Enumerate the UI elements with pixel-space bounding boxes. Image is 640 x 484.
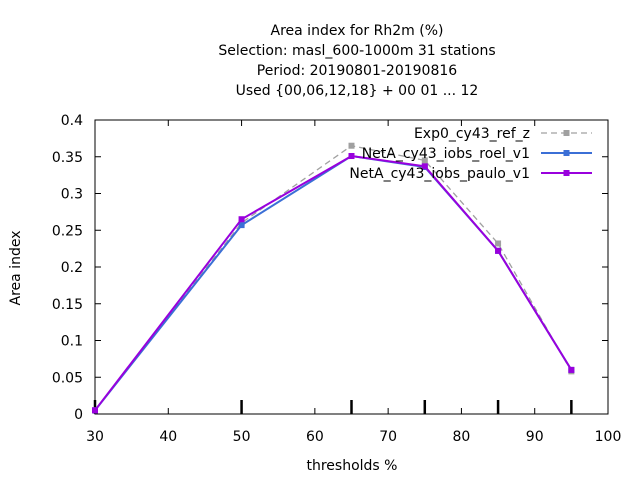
x-axis-label: thresholds % (307, 458, 398, 474)
x-tick-label: 30 (86, 429, 104, 445)
x-tick-label: 80 (453, 429, 471, 445)
series-line (94, 154, 573, 411)
y-tick-label: 0.2 (61, 260, 83, 276)
y-tick-label: 0.35 (52, 150, 83, 166)
series-1 (92, 153, 575, 414)
legend: Exp0_cy43_ref_z NetA_cy43_iobs_roel_v1 Net… (349, 126, 592, 182)
legend-marker-1 (563, 150, 570, 156)
legend-marker-0 (563, 130, 570, 136)
x-tick-label: 100 (595, 429, 622, 445)
data-point (348, 142, 355, 149)
axis-ticks: 0 0.05 0.1 0.15 0.2 0.25 0.3 0.35 0.4 30 40 50 60 70 8… (52, 113, 622, 445)
data-point (495, 240, 502, 247)
plot-frame (94, 119, 609, 415)
y-tick-label: 0 (74, 407, 83, 423)
y-tick-label: 0.25 (52, 223, 83, 239)
threshold-marks (93, 400, 573, 414)
title-line-0: Area index for Rh2m (%) (271, 23, 444, 39)
title-line-3: Used {00,06,12,18} + 00 01 ... 12 (236, 83, 479, 99)
series-2 (92, 153, 575, 414)
data-point (421, 163, 428, 170)
y-tick-label: 0.15 (52, 297, 83, 313)
legend-marker-2 (563, 170, 570, 176)
data-point (238, 216, 245, 223)
y-tick-label: 0.1 (61, 334, 83, 350)
legend-label-0: Exp0_cy43_ref_z (414, 126, 530, 142)
y-tick-label: 0.05 (52, 370, 83, 386)
legend-label-1: NetA_cy43_iobs_roel_v1 (362, 146, 530, 162)
title-line-1: Selection: masl_600-1000m 31 stations (218, 43, 495, 59)
series-line (94, 145, 572, 411)
x-tick-label: 50 (233, 429, 251, 445)
y-tick-label: 0.4 (61, 113, 83, 129)
series-lines (92, 142, 575, 414)
data-point (92, 407, 98, 414)
data-point (421, 157, 428, 164)
chart-title: Area index for Rh2m (%) Selection: masl_6… (218, 23, 495, 99)
plot-border (94, 119, 609, 415)
data-point (495, 247, 502, 254)
x-tick-label: 70 (379, 429, 397, 445)
data-point (568, 366, 575, 373)
title-line-2: Period: 20190801-20190816 (257, 63, 457, 79)
x-tick-label: 60 (306, 429, 324, 445)
series-line (94, 154, 573, 411)
y-axis-label: Area index (8, 231, 24, 306)
series-0 (92, 142, 575, 414)
data-point (238, 222, 245, 229)
legend-label-2: NetA_cy43_iobs_paulo_v1 (349, 166, 530, 182)
x-tick-label: 40 (159, 429, 177, 445)
x-tick-label: 90 (526, 429, 544, 445)
y-tick-label: 0.3 (61, 187, 83, 203)
data-point (348, 153, 355, 160)
